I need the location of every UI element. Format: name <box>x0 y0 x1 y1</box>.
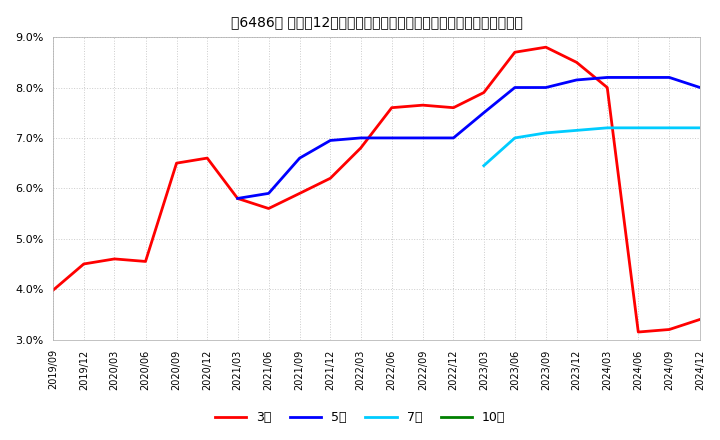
Legend: 3年, 5年, 7年, 10年: 3年, 5年, 7年, 10年 <box>210 407 510 429</box>
Title: ［6486］ 売上高12か月移動合計の対前年同期増減率の標準偏差の推移: ［6486］ 売上高12か月移動合計の対前年同期増減率の標準偏差の推移 <box>230 15 523 29</box>
